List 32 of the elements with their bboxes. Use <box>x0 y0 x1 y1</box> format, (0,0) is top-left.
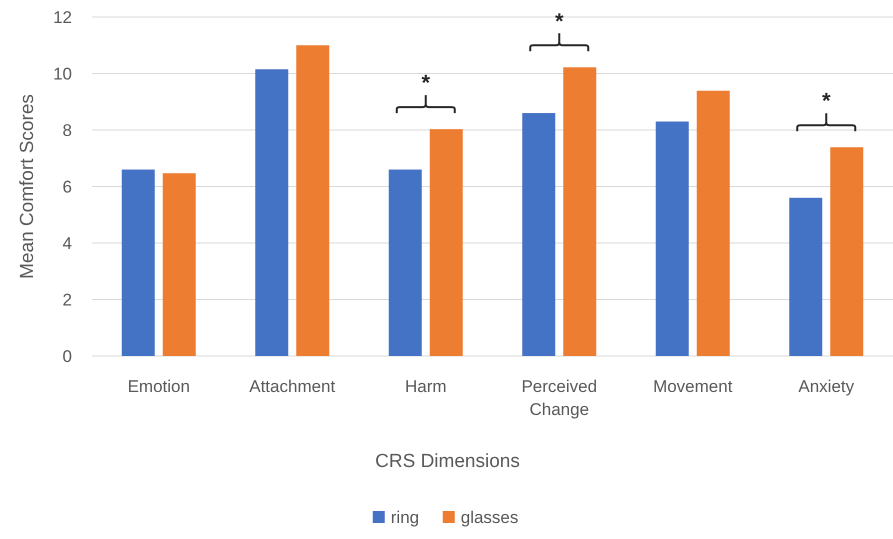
bar <box>563 67 596 356</box>
y-tick-label: 4 <box>62 234 72 253</box>
bar <box>162 173 196 356</box>
legend-label: glasses <box>460 508 518 527</box>
y-tick-label: 6 <box>62 177 72 196</box>
y-tick-label: 10 <box>53 64 72 84</box>
y-tick-label: 8 <box>62 120 72 140</box>
x-axis-title: CRS Dimensions <box>375 451 520 472</box>
x-tick-label: Movement <box>653 377 733 396</box>
bar <box>656 122 689 356</box>
annotation: * <box>421 70 430 96</box>
x-tick-label: Perceived Change <box>521 377 598 419</box>
bar <box>296 45 330 356</box>
bar <box>122 170 155 356</box>
annotation: * <box>554 8 564 34</box>
x-tick-label: Harm <box>404 377 447 396</box>
y-tick-label: 2 <box>62 290 72 310</box>
x-tick-label: Emotion <box>128 377 190 396</box>
x-tick-label: Anxiety <box>798 377 855 396</box>
y-tick-label: 12 <box>53 8 72 27</box>
bar <box>789 198 822 356</box>
bar <box>255 69 288 356</box>
bar <box>430 129 463 356</box>
bar <box>388 170 422 356</box>
bar <box>830 147 864 356</box>
bar <box>522 113 556 356</box>
y-tick-label: 0 <box>62 346 72 366</box>
annotation: * <box>822 88 831 114</box>
legend-label: ring <box>390 508 420 527</box>
y-axis-title: Mean Comfort Scores <box>17 94 38 279</box>
bar <box>696 90 730 356</box>
x-tick-label: Attachment <box>249 377 336 396</box>
